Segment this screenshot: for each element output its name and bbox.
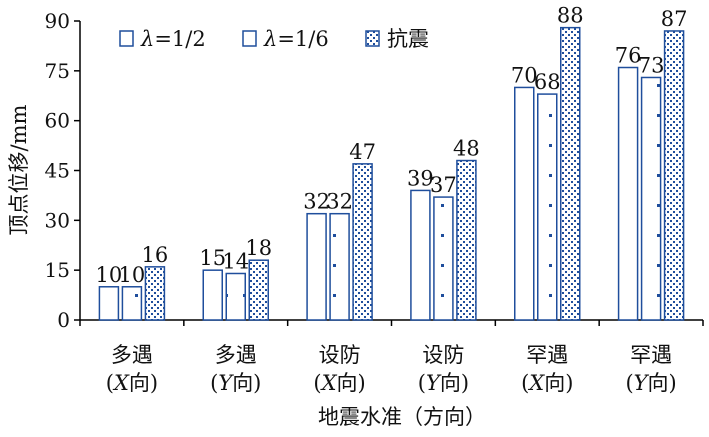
bar-1-5 bbox=[514, 86, 535, 321]
bar-3-4 bbox=[456, 159, 477, 321]
legend-swatch-1 bbox=[119, 30, 134, 47]
y-tick-label: 75 bbox=[45, 59, 70, 83]
legend-swatch-2 bbox=[242, 30, 257, 47]
bar-2-1 bbox=[121, 286, 143, 321]
category-sublabel: (X向) bbox=[106, 371, 158, 395]
data-label: 32 bbox=[326, 190, 353, 214]
bar-3-5 bbox=[560, 26, 581, 321]
legend-swatch-3 bbox=[365, 30, 380, 47]
bar-3-3 bbox=[352, 163, 373, 321]
bar-1-1 bbox=[98, 286, 120, 321]
data-label: 37 bbox=[430, 173, 457, 197]
bar-3-6 bbox=[663, 30, 685, 321]
category-sublabel: (Y向) bbox=[210, 371, 261, 395]
data-label: 76 bbox=[615, 44, 642, 68]
category-sublabel: (X向) bbox=[521, 371, 573, 395]
data-label: 15 bbox=[199, 246, 226, 270]
y-tick-label: 45 bbox=[45, 159, 70, 183]
data-label: 18 bbox=[245, 236, 272, 260]
category-label: 多遇 bbox=[215, 343, 257, 367]
data-label: 48 bbox=[453, 137, 480, 161]
data-label: 73 bbox=[638, 53, 665, 77]
category-label: 设防 bbox=[319, 343, 361, 367]
bar-1-6 bbox=[617, 66, 639, 321]
y-axis-title: 顶点位移/mm bbox=[7, 104, 31, 235]
category-label: 设防 bbox=[422, 343, 464, 367]
bar-2-2 bbox=[225, 272, 246, 321]
bar-1-3 bbox=[306, 212, 327, 321]
data-label: 68 bbox=[534, 70, 561, 94]
y-tick-label: 0 bbox=[57, 308, 70, 332]
legend: λ=1/2 λ=1/6 抗震 bbox=[119, 27, 429, 51]
bar-2-3 bbox=[329, 212, 350, 321]
bar-2-4 bbox=[433, 196, 454, 321]
data-label: 39 bbox=[407, 166, 434, 190]
y-tick-label: 60 bbox=[45, 109, 70, 133]
category-sublabel: (Y向) bbox=[625, 371, 676, 395]
plot-area: 0153045607590101016多遇(X向)151418多遇(Y向)323… bbox=[45, 4, 704, 395]
bar-3-1 bbox=[144, 266, 166, 321]
data-label: 10 bbox=[96, 263, 123, 287]
data-label: 87 bbox=[661, 7, 688, 31]
data-label: 88 bbox=[557, 4, 584, 28]
category-label: 罕遇 bbox=[526, 343, 568, 367]
y-tick-label: 15 bbox=[45, 258, 70, 282]
category-sublabel: (Y向) bbox=[418, 371, 469, 395]
y-tick-label: 30 bbox=[45, 208, 70, 232]
legend-label-3: 抗震 bbox=[387, 27, 429, 51]
data-label: 10 bbox=[119, 263, 146, 287]
data-label: 70 bbox=[511, 63, 538, 87]
bar-1-4 bbox=[410, 189, 431, 321]
bar-1-2 bbox=[202, 269, 223, 321]
category-sublabel: (X向) bbox=[313, 371, 365, 395]
category-label: 罕遇 bbox=[630, 343, 672, 367]
y-tick-label: 90 bbox=[45, 9, 70, 33]
category-label: 多遇 bbox=[111, 343, 153, 367]
bar-2-6 bbox=[640, 76, 662, 321]
data-label: 14 bbox=[222, 249, 249, 273]
bar-2-5 bbox=[537, 93, 558, 321]
data-label: 16 bbox=[142, 243, 169, 267]
data-label: 47 bbox=[349, 140, 376, 164]
x-axis-title: 地震水准（方向） bbox=[318, 405, 486, 429]
legend-label-2: λ=1/6 bbox=[263, 27, 329, 51]
legend-label-1: λ=1/2 bbox=[140, 27, 206, 51]
data-label: 32 bbox=[303, 190, 330, 214]
bar-3-2 bbox=[248, 259, 269, 321]
